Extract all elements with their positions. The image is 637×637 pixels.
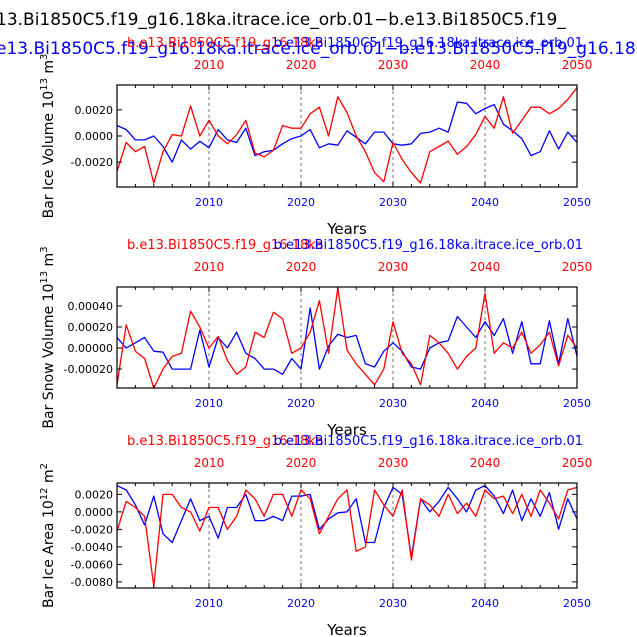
- y-axis-label-main: Bar Ice Area 10: [41, 500, 57, 608]
- x-tick-label-bottom-2050: 2050: [563, 196, 591, 209]
- x-axis-label: Years: [326, 220, 367, 238]
- panel-title-blue: b.e13.Bi1850C5.f19_g16.18ka.itrace.ice_o…: [274, 36, 583, 51]
- x-tick-label-top-2040: 2040: [470, 456, 501, 470]
- y-tick-label: -0.0080: [71, 576, 113, 589]
- y-tick-label: 0.0020: [75, 488, 114, 501]
- panel-3: 2010 2010 2020 2020 2030 2030 2040 2040 2050 2050…: [39, 434, 592, 637]
- y-axis-label-unit-exponent: 3: [39, 246, 50, 252]
- series-line-blue: [116, 101, 578, 163]
- x-tick-label-bottom-2030: 2030: [379, 196, 407, 209]
- x-tick-label-bottom-2010: 2010: [195, 597, 223, 610]
- y-axis-label: Bar Ice Area 1012 m2: [39, 463, 57, 608]
- y-axis-label-unit-exponent: 2: [39, 463, 50, 469]
- series-line-red: [116, 287, 578, 389]
- series-line-blue: [116, 307, 578, 375]
- y-tick-label: -0.00020: [64, 363, 113, 376]
- x-tick-label-bottom-2050: 2050: [563, 397, 591, 410]
- y-axis-label-unit: m: [41, 253, 57, 271]
- x-tick-label-top-2030: 2030: [378, 456, 409, 470]
- y-axis-label-main: Bar Ice Volume 10: [41, 91, 57, 219]
- y-axis-label-main: Bar Snow Volume 10: [41, 284, 57, 429]
- panels-container: 2010 2010 2020 2020 2030 2030 2040 2040 2050 2050…: [39, 36, 592, 637]
- y-axis-label: Bar Snow Volume 1013 m3: [39, 246, 57, 428]
- x-tick-label-top-2040: 2040: [470, 260, 501, 274]
- x-tick-label-top-2050: 2050: [562, 260, 593, 274]
- plot-frame: [116, 482, 578, 589]
- plot-frame: [116, 84, 578, 188]
- x-tick-label-top-2020: 2020: [286, 456, 317, 470]
- y-tick-label: -0.0020: [71, 156, 113, 169]
- y-tick-label: 0.00040: [68, 300, 114, 313]
- y-tick-label: 0.0000: [75, 130, 114, 143]
- figure-title-line1: 13.Bi1850C5.f19_g16.18ka.itrace.ice_orb.…: [0, 10, 566, 30]
- y-axis-label-exponent: 12: [39, 487, 50, 500]
- series-line-red: [116, 486, 578, 587]
- x-tick-label-top-2010: 2010: [194, 456, 225, 470]
- x-tick-label-bottom-2030: 2030: [379, 397, 407, 410]
- x-tick-label-bottom-2040: 2040: [471, 397, 499, 410]
- y-axis-label-unit: m: [41, 469, 57, 487]
- panel-title-red: b.e13.Bi1850C5.f19_g16.18ka: [127, 434, 324, 449]
- y-tick-label: 0.0020: [75, 104, 114, 117]
- y-tick-label: -0.0040: [71, 541, 113, 554]
- x-tick-label-bottom-2020: 2020: [287, 397, 315, 410]
- x-tick-label-bottom-2020: 2020: [287, 597, 315, 610]
- y-tick-label: 0.00020: [68, 321, 114, 334]
- x-tick-label-bottom-2020: 2020: [287, 196, 315, 209]
- panel-1: 2010 2010 2020 2020 2030 2030 2040 2040 2050 2050…: [39, 36, 592, 238]
- y-axis-label-unit: m: [41, 60, 57, 78]
- x-tick-label-top-2020: 2020: [286, 58, 317, 72]
- x-tick-label-top-2030: 2030: [378, 260, 409, 274]
- x-axis-label: Years: [326, 621, 367, 637]
- x-tick-label-top-2010: 2010: [194, 260, 225, 274]
- x-tick-label-top-2040: 2040: [470, 58, 501, 72]
- panel-title-blue: b.e13.Bi1850C5.f19_g16.18ka.itrace.ice_o…: [274, 434, 583, 449]
- x-tick-label-top-2030: 2030: [378, 58, 409, 72]
- x-tick-label-top-2050: 2050: [562, 58, 593, 72]
- x-tick-label-bottom-2030: 2030: [379, 597, 407, 610]
- x-tick-label-bottom-2050: 2050: [563, 597, 591, 610]
- x-tick-label-bottom-2010: 2010: [195, 196, 223, 209]
- series-line-red: [116, 87, 578, 184]
- panel-title-red: b.e13.Bi1850C5.f19_g16.18ka: [127, 36, 324, 51]
- x-tick-label-bottom-2010: 2010: [195, 397, 223, 410]
- x-tick-label-bottom-2040: 2040: [471, 196, 499, 209]
- y-axis-label: Bar Ice Volume 1013 m3: [39, 54, 57, 219]
- y-tick-label: 0.00000: [68, 342, 114, 355]
- y-axis-label-unit-exponent: 3: [39, 54, 50, 60]
- x-tick-label-bottom-2040: 2040: [471, 597, 499, 610]
- panel-title-red: b.e13.Bi1850C5.f19_g16.18ka: [127, 238, 324, 253]
- x-tick-label-top-2050: 2050: [562, 456, 593, 470]
- x-axis-label: Years: [326, 421, 367, 439]
- panel-title-blue: b.e13.Bi1850C5.f19_g16.18ka.itrace.ice_o…: [274, 238, 583, 253]
- y-tick-label: -0.0060: [71, 558, 113, 571]
- y-axis-label-exponent: 13: [39, 271, 50, 284]
- figure-title-line2: e13.Bi1850C5.f19_g16.18ka.itrace.ice_orb…: [0, 39, 637, 59]
- y-tick-label: 0.0000: [75, 506, 114, 519]
- x-tick-label-top-2020: 2020: [286, 260, 317, 274]
- y-tick-label: -0.0020: [71, 523, 113, 536]
- x-tick-label-top-2010: 2010: [194, 58, 225, 72]
- y-axis-label-exponent: 13: [39, 78, 50, 91]
- series-line-blue: [116, 484, 578, 559]
- panel-2: 2010 2010 2020 2020 2030 2030 2040 2040 2050 2050…: [39, 238, 592, 439]
- plot-frame: [116, 286, 578, 389]
